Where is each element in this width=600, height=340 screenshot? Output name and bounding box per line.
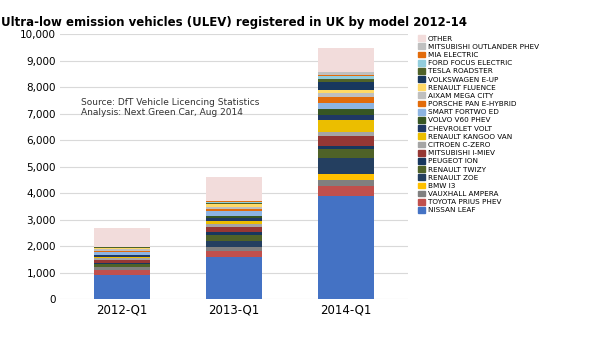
Bar [318,158,374,174]
Legend: OTHER, MITSUBISHI OUTLANDER PHEV, MIA ELECTRIC, FORD FOCUS ELECTRIC, TESLA ROADS: OTHER, MITSUBISHI OUTLANDER PHEV, MIA EL… [415,32,542,216]
Bar [206,216,262,218]
Bar [94,270,150,275]
Bar [206,224,262,226]
Bar [206,251,262,257]
Bar [94,264,150,267]
Bar [318,75,374,76]
Bar [318,186,374,196]
Bar [318,72,374,75]
Bar [206,207,262,209]
Bar [94,247,150,248]
Bar [94,267,150,270]
Bar [318,48,374,72]
Bar [206,204,262,207]
Bar [318,109,374,115]
Bar [318,146,374,149]
Text: Source: DfT Vehicle Licencing Statistics
Analysis: Next Green Car, Aug 2014: Source: DfT Vehicle Licencing Statistics… [81,98,259,117]
Bar [206,211,262,216]
Bar [206,226,262,232]
Bar [206,203,262,204]
Bar [94,248,150,249]
Bar [94,228,150,247]
Bar [318,174,374,181]
Bar [318,90,374,93]
Bar [318,196,374,299]
Bar [318,120,374,132]
Bar [206,201,262,202]
Bar [318,115,374,120]
Bar [318,181,374,186]
Bar [206,232,262,235]
Bar [206,221,262,224]
Bar [318,93,374,97]
Bar [206,257,262,299]
Bar [206,247,262,251]
Bar [318,132,374,136]
Bar [318,149,374,158]
Bar [94,258,150,260]
Bar [94,262,150,264]
Bar [206,177,262,201]
Bar [318,82,374,90]
Bar [94,255,150,256]
Bar [94,260,150,262]
Bar [318,136,374,146]
Bar [206,235,262,241]
Bar [94,252,150,255]
Bar [94,256,150,258]
Bar [318,79,374,82]
Bar [206,218,262,221]
Bar [318,103,374,109]
Bar [318,76,374,79]
Bar [94,251,150,252]
Bar [94,275,150,299]
Bar [206,209,262,211]
Bar [94,249,150,251]
Title: Ultra-low emission vehicles (ULEV) registered in UK by model 2012-14: Ultra-low emission vehicles (ULEV) regis… [1,16,467,29]
Bar [206,202,262,203]
Bar [318,97,374,103]
Bar [206,241,262,247]
